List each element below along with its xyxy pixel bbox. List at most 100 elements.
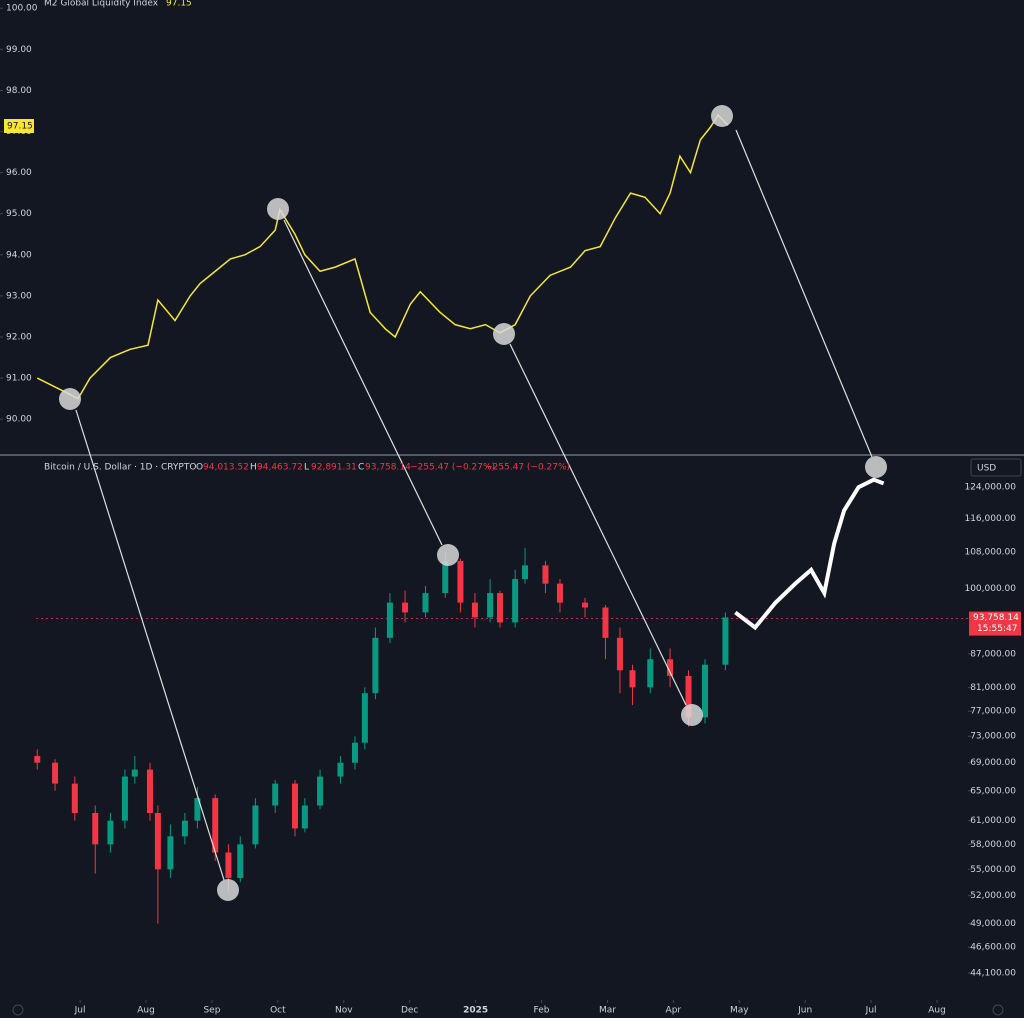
candle-body bbox=[667, 659, 674, 676]
quote-key: H bbox=[250, 463, 257, 473]
x-tick-label: Jul bbox=[865, 1006, 877, 1016]
candle-body bbox=[34, 755, 41, 763]
x-tick-label: Nov bbox=[335, 1006, 353, 1016]
candle-body bbox=[337, 762, 344, 777]
currency[interactable]: USD bbox=[977, 464, 996, 474]
m2-line bbox=[36, 113, 729, 400]
x-tick-label: Mar bbox=[599, 1006, 616, 1016]
y-tick-label: 94.00 bbox=[6, 250, 32, 260]
annotation-circle bbox=[681, 704, 703, 726]
candle-body bbox=[471, 602, 478, 618]
candle-body bbox=[146, 769, 153, 814]
candle-body bbox=[252, 805, 259, 845]
annotation-circle bbox=[217, 879, 239, 901]
annotation-line bbox=[75, 409, 225, 881]
quote-change: −255.47 (−0.27%) bbox=[410, 463, 495, 473]
quote-change: −255.47 (−0.27%) bbox=[485, 463, 570, 473]
candle-body bbox=[107, 820, 114, 845]
candle-body bbox=[629, 670, 636, 688]
y-tick-label: 77,000.00 bbox=[970, 707, 1016, 717]
candle-body bbox=[442, 560, 449, 594]
quote: O 94,013.52 H 94,463.72 L 92,891.31 C 93,758.14… bbox=[196, 463, 570, 473]
candle-body bbox=[685, 675, 692, 718]
y-tick-label: 90.00 bbox=[6, 415, 32, 425]
annotation-line bbox=[509, 343, 687, 706]
annotation-circles bbox=[59, 105, 887, 901]
annotations bbox=[75, 129, 873, 881]
candle-body bbox=[457, 560, 464, 603]
y-tick-label: 81,000.00 bbox=[970, 683, 1016, 693]
marks: 100.0099.0098.0097.0096.0095.0094.0093.0… bbox=[0, 4, 1021, 1016]
candle-body bbox=[237, 844, 244, 878]
last-value-tag-label: 97.15 bbox=[7, 122, 33, 132]
y-tick-label: 92.00 bbox=[6, 332, 32, 342]
last-value-tag bbox=[4, 119, 34, 133]
candle-body bbox=[92, 813, 99, 845]
candle-body bbox=[194, 798, 201, 821]
x-tick-label: Feb bbox=[534, 1006, 550, 1016]
candle-body bbox=[181, 820, 188, 837]
candle-body bbox=[556, 583, 563, 603]
candle-body bbox=[131, 769, 138, 777]
candle-body bbox=[542, 565, 549, 584]
candle-body bbox=[225, 852, 232, 878]
candle-body bbox=[121, 776, 128, 821]
y-tick-label: 87,000.00 bbox=[970, 649, 1016, 659]
currency-box[interactable] bbox=[970, 458, 1022, 477]
candle-body bbox=[351, 742, 358, 763]
y-tick-label: 91.00 bbox=[6, 374, 32, 384]
y-tick-label: 58,000.00 bbox=[970, 840, 1016, 850]
annotation-circle bbox=[437, 544, 459, 566]
candle-body bbox=[647, 659, 654, 688]
candle-body bbox=[422, 593, 429, 613]
candle-body bbox=[301, 805, 308, 829]
annotation-circle bbox=[493, 323, 515, 345]
y-tick-label: 99.00 bbox=[6, 45, 32, 55]
x-tick-label: Aug bbox=[137, 1006, 155, 1016]
y-tick-label: 108,000.00 bbox=[964, 548, 1016, 558]
countdown: 15:55:47 bbox=[977, 624, 1017, 634]
y-tick-label: 69,000.00 bbox=[970, 758, 1016, 768]
y-tick-label: 44,100.00 bbox=[970, 969, 1016, 979]
icon[interactable] bbox=[12, 1004, 24, 1016]
quote-key: C bbox=[358, 463, 364, 473]
candle-body bbox=[496, 593, 503, 623]
last-price-tag bbox=[969, 611, 1021, 636]
annotation-circle bbox=[865, 456, 887, 478]
quote-value: 94,013.52 bbox=[203, 463, 249, 473]
candle-body bbox=[71, 783, 78, 814]
candle-body bbox=[386, 602, 393, 638]
y-tick-label: 124,000.00 bbox=[964, 483, 1016, 493]
y-tick-label: 100.00 bbox=[6, 4, 38, 14]
quote-value: 92,891.31 bbox=[311, 463, 357, 473]
price-line bbox=[734, 477, 885, 631]
y-tick-label: 93.00 bbox=[6, 291, 32, 301]
candle-body bbox=[487, 593, 494, 618]
candle-body bbox=[361, 693, 368, 743]
x-tick-label: Dec bbox=[401, 1006, 418, 1016]
quote-key: L bbox=[304, 463, 309, 473]
candle-body bbox=[616, 637, 623, 671]
x-tick-label: May bbox=[730, 1006, 749, 1016]
x-tick-label: Apr bbox=[666, 1006, 682, 1016]
candle-body bbox=[582, 602, 589, 608]
candle-body bbox=[512, 579, 519, 623]
annotation-circle bbox=[59, 388, 81, 410]
candle-body bbox=[602, 607, 609, 638]
x-tick-label: Oct bbox=[270, 1006, 286, 1016]
quote-key: O bbox=[196, 463, 203, 473]
quote-value: 94,463.72 bbox=[257, 463, 303, 473]
icon[interactable] bbox=[992, 1004, 1004, 1016]
annotation-circle bbox=[267, 198, 289, 220]
annotation-line bbox=[283, 219, 443, 546]
annotation-line bbox=[735, 129, 873, 458]
y-tick-label: 100,000.00 bbox=[964, 584, 1016, 594]
y-tick-label: 55,000.00 bbox=[970, 865, 1016, 875]
candle-body bbox=[272, 783, 279, 806]
annotation-circle bbox=[711, 105, 733, 127]
candle-body bbox=[722, 617, 729, 665]
candle-body bbox=[402, 602, 409, 613]
candle-body bbox=[154, 813, 161, 870]
